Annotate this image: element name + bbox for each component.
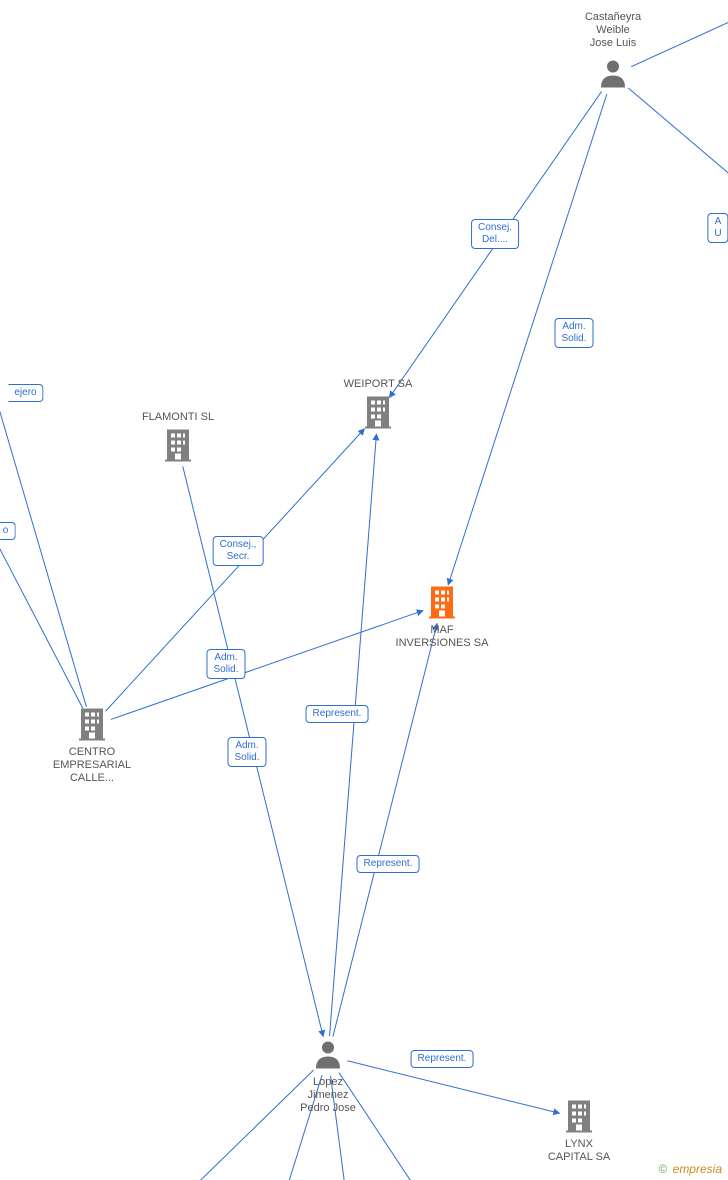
edge-centro-off_left2: [0, 530, 83, 708]
company-node-maf[interactable]: [427, 585, 457, 624]
person-node-lopez[interactable]: [313, 1039, 343, 1074]
node-label-flamonti: FLAMONTI SL: [142, 411, 214, 424]
edge-castaneyra-off_right2: [631, 8, 728, 67]
edge-centro-maf: [111, 611, 423, 720]
edge-lopez-off_bl1: [170, 1070, 314, 1180]
edge-label-centro-maf: Adm. Solid.: [206, 649, 245, 679]
edge-label-castaneyra-maf: Adm. Solid.: [554, 318, 593, 348]
edge-castaneyra-off_right1: [628, 88, 728, 200]
partial-edge-label-1: o: [0, 522, 15, 540]
company-node-flamonti[interactable]: [163, 428, 193, 467]
watermark: © empresia: [658, 1162, 722, 1176]
company-node-weiport[interactable]: [363, 395, 393, 434]
brand-name: empresia: [673, 1162, 722, 1176]
company-node-lynx[interactable]: [564, 1099, 594, 1138]
node-label-maf: MAF INVERSIONES SA: [396, 624, 489, 650]
node-label-lynx: LYNX CAPITAL SA: [548, 1138, 610, 1164]
edge-label-lopez-lynx: Represent.: [411, 1050, 474, 1068]
edge-label-centro-weiport: Consej., Secr.: [213, 536, 264, 566]
partial-edge-label-0: ejero: [8, 384, 43, 402]
node-label-lopez: Lopez Jimenez Pedro Jose: [300, 1076, 356, 1116]
copyright-symbol: ©: [658, 1162, 667, 1176]
node-label-castaneyra: Castañeyra Weible Jose Luis: [585, 11, 641, 51]
edge-label-lopez-maf: Represent.: [357, 855, 420, 873]
node-label-weiport: WEIPORT SA: [344, 378, 413, 391]
diagram-canvas: [0, 0, 728, 1180]
edge-lopez-maf: [333, 623, 437, 1036]
edge-label-lopez-weiport: Represent.: [306, 705, 369, 723]
company-node-centro[interactable]: [77, 707, 107, 746]
edge-label-lopez-flamonti: Adm. Solid.: [227, 737, 266, 767]
edge-centro-off_left1: [0, 378, 86, 707]
person-node-castaneyra[interactable]: [598, 58, 628, 93]
edge-lopez-weiport: [330, 434, 377, 1036]
edge-label-castaneyra-weiport: Consej. Del....: [471, 219, 519, 249]
edge-label-castaneyra-off_right1: A U: [707, 213, 728, 243]
edge-lopez-lynx: [347, 1061, 559, 1113]
node-label-centro: CENTRO EMPRESARIAL CALLE...: [53, 746, 131, 786]
